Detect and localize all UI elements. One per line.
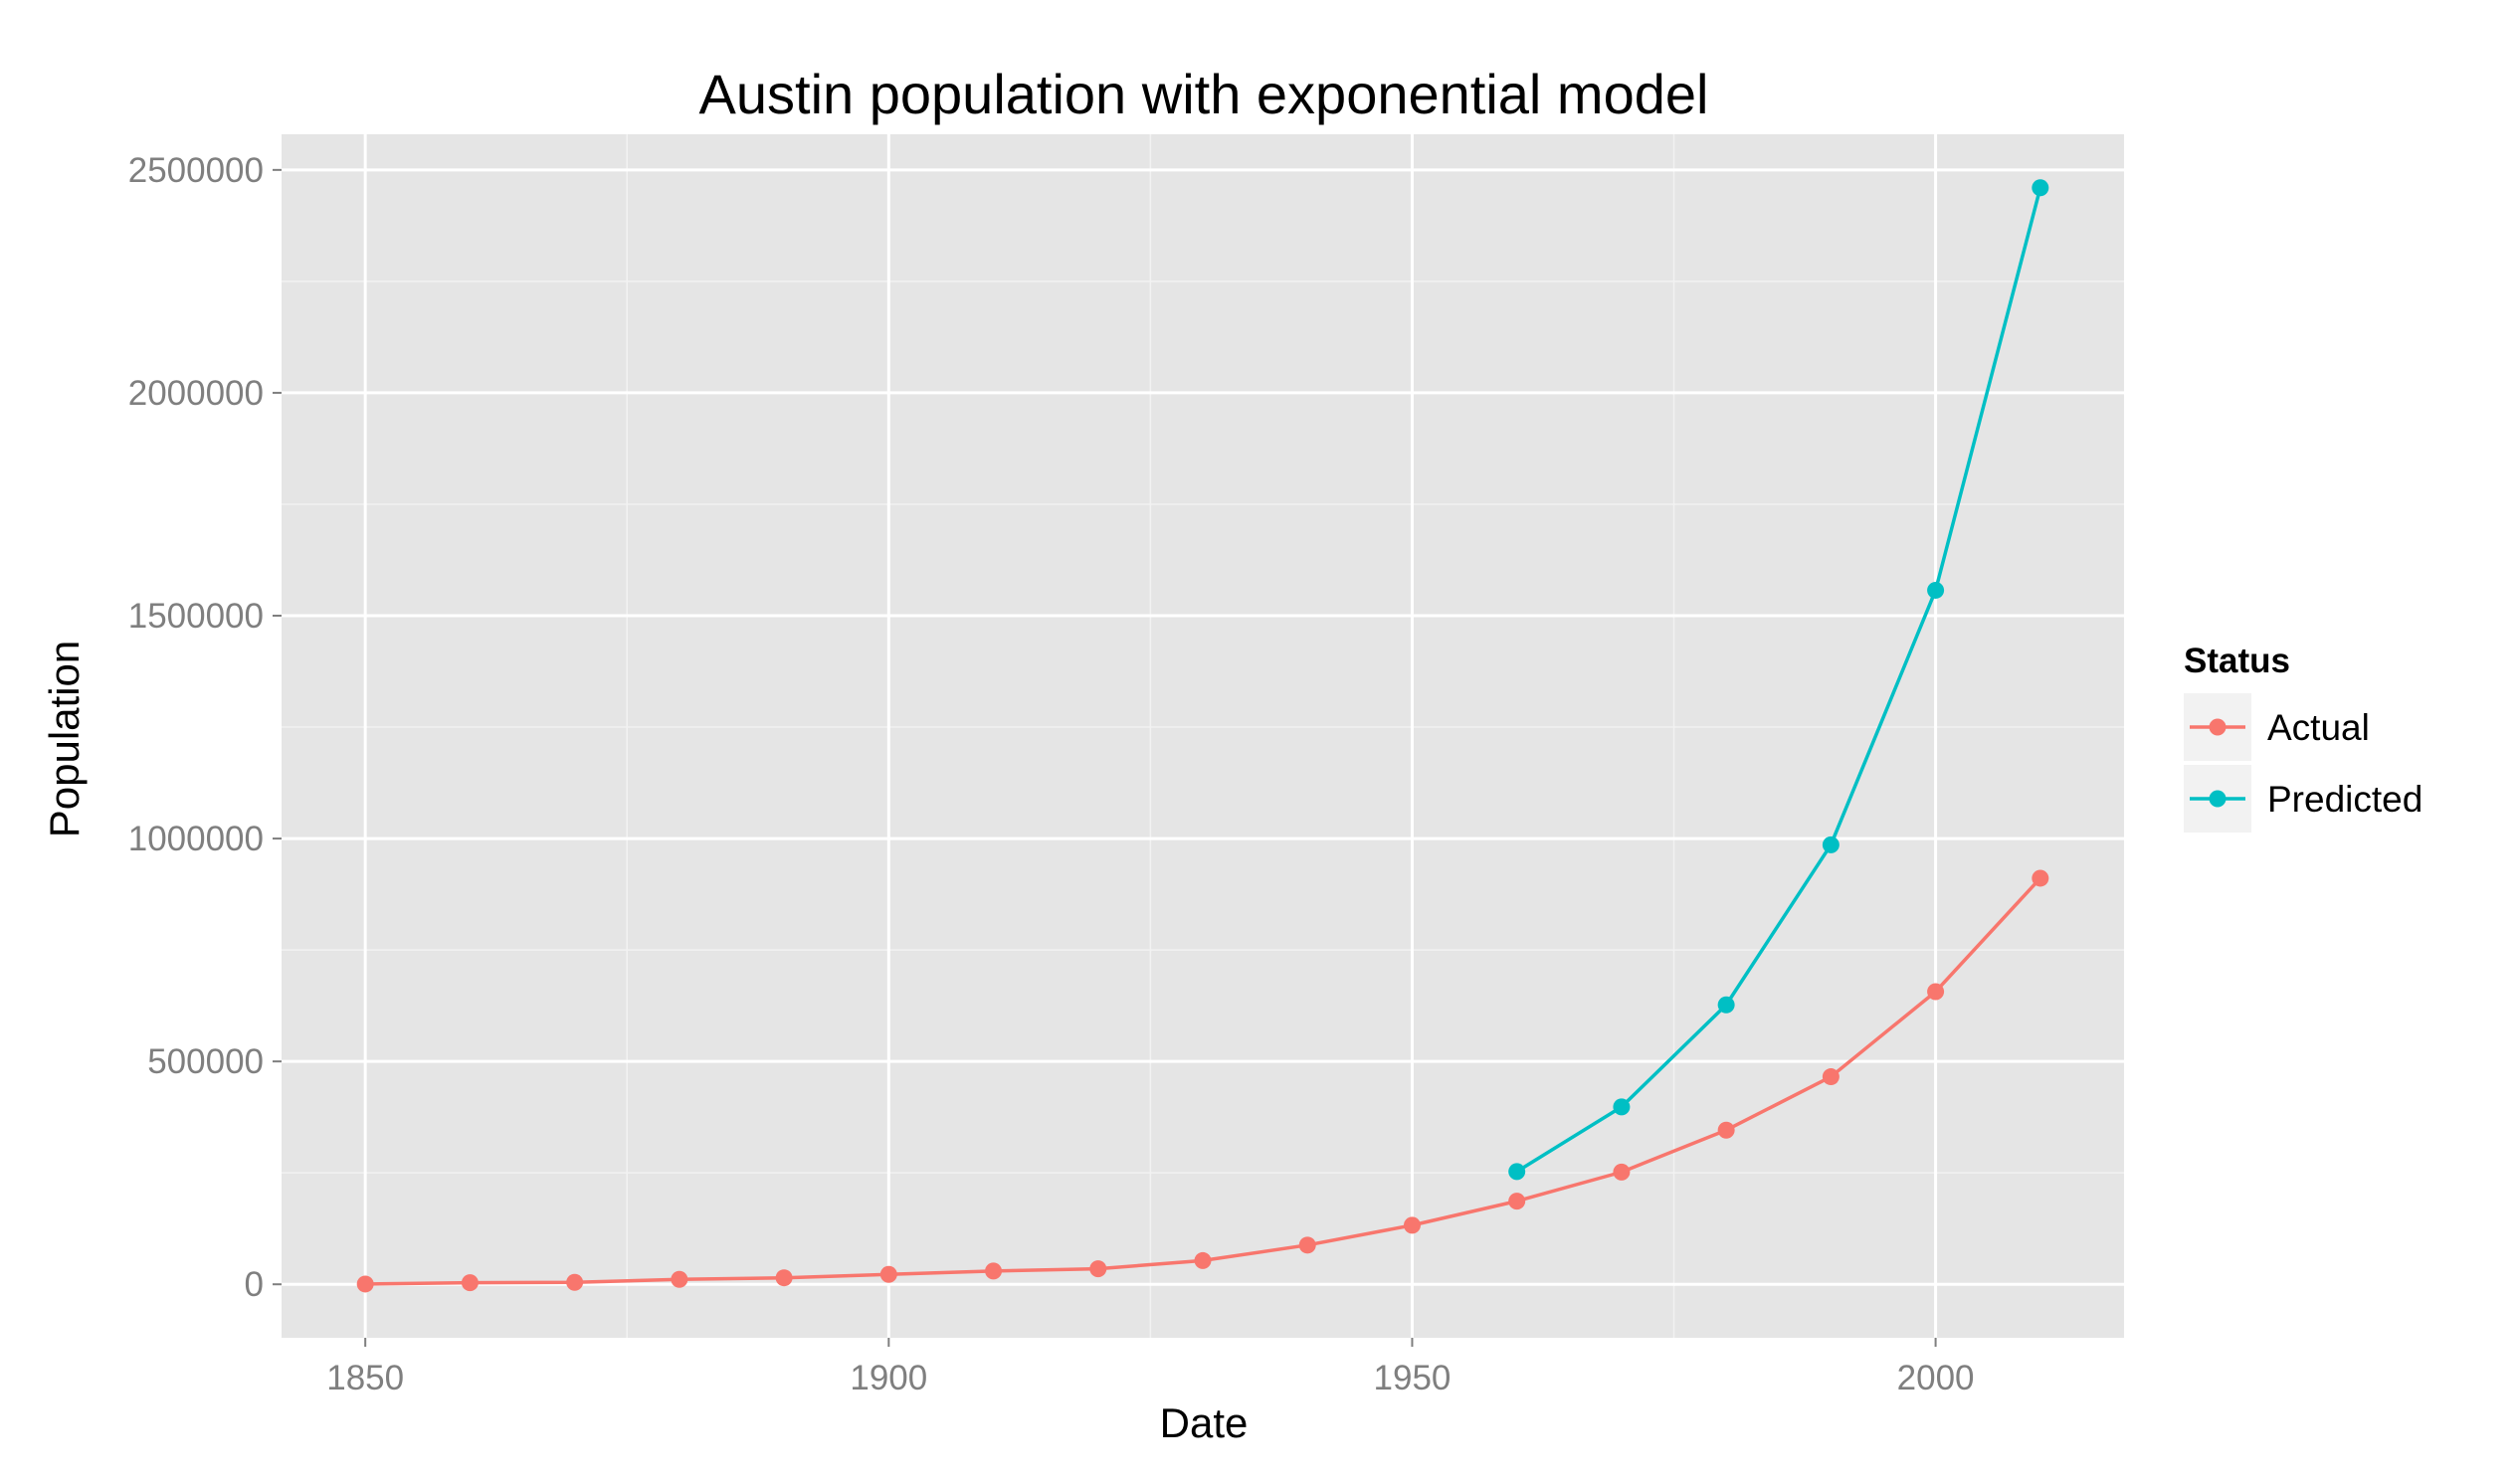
data-point-predicted	[1508, 1163, 1526, 1181]
legend-title: Status	[2184, 642, 2290, 680]
data-point-actual	[985, 1262, 1003, 1280]
plot-panel	[282, 134, 2124, 1338]
y-axis-label: Population	[41, 641, 88, 838]
data-point-actual	[566, 1273, 584, 1291]
series-layer	[356, 179, 2049, 1293]
data-point-actual	[879, 1265, 897, 1283]
x-axis: 1850 1900 1950 2000	[326, 1338, 1975, 1397]
x-tick-label: 1900	[850, 1359, 927, 1397]
data-point-predicted	[2032, 179, 2049, 197]
data-point-actual	[1403, 1216, 1421, 1234]
legend-keys: Actual Predicted	[2184, 693, 2423, 833]
y-tick-label: 2500000	[128, 151, 264, 190]
grid-major	[282, 134, 2124, 1338]
legend-key-point-actual	[2209, 718, 2227, 736]
data-point-actual	[461, 1274, 479, 1292]
x-axis-label: Date	[1160, 1399, 1249, 1446]
grid-minor	[282, 134, 2124, 1338]
y-tick-label: 1500000	[128, 597, 264, 636]
series-line-predicted	[1515, 187, 2042, 1174]
data-point-actual	[356, 1275, 374, 1293]
y-tick-label: 2000000	[128, 374, 264, 413]
data-point-actual	[1717, 1121, 1735, 1139]
data-point-actual	[775, 1269, 793, 1287]
data-point-predicted	[1613, 1098, 1631, 1116]
legend-label-actual: Actual	[2267, 707, 2370, 748]
data-point-predicted	[1927, 581, 1945, 599]
y-tick-label: 0	[245, 1265, 264, 1304]
data-point-actual	[1822, 1068, 1840, 1086]
data-point-actual	[2032, 869, 2049, 887]
data-point-actual	[671, 1270, 688, 1288]
y-axis: 0 500000 1000000 1500000 2000000 2500000	[128, 151, 282, 1304]
data-point-actual	[1298, 1236, 1316, 1254]
legend: Status Actual Predicted	[2184, 642, 2423, 833]
data-point-actual	[1194, 1251, 1212, 1269]
y-tick-label: 500000	[147, 1042, 264, 1081]
data-point-predicted	[1822, 835, 1840, 853]
data-point-actual	[1613, 1163, 1631, 1181]
legend-key-point-predicted	[2209, 790, 2227, 808]
legend-label-predicted: Predicted	[2267, 779, 2423, 820]
data-point-predicted	[1717, 996, 1735, 1014]
x-tick-label: 1850	[326, 1359, 404, 1397]
chart-title: Austin population with exponential model	[699, 63, 1709, 125]
data-point-actual	[1927, 983, 1945, 1001]
y-tick-label: 1000000	[128, 820, 264, 858]
x-tick-label: 1950	[1374, 1359, 1452, 1397]
data-point-actual	[1089, 1260, 1107, 1278]
data-point-actual	[1508, 1193, 1526, 1210]
x-tick-label: 2000	[1897, 1359, 1975, 1397]
